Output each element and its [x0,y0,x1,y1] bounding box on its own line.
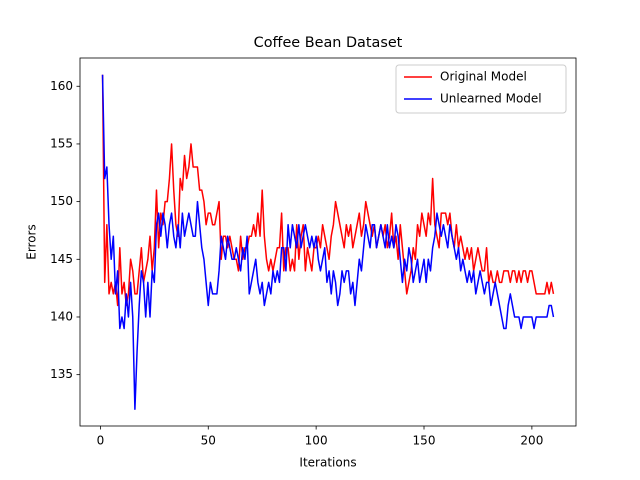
legend-box [395,64,567,114]
x-tick-label: 150 [413,434,436,448]
chart-title: Coffee Bean Dataset [254,35,403,51]
x-tick-label: 200 [520,434,543,448]
legend-label: Original Model [440,70,527,84]
y-tick-label: 155 [50,136,73,150]
y-tick-label: 140 [50,309,73,323]
data-line [101,74,555,411]
y-axis-label: Errors [25,224,39,260]
y-tick-label: 135 [50,367,73,381]
axes-frame [79,57,577,427]
x-tick-label: 0 [97,434,105,448]
x-tick-label: 50 [201,434,216,448]
y-tick-label: 160 [50,79,73,93]
y-tick-label: 150 [50,194,73,208]
x-tick-label: 100 [305,434,328,448]
x-axis-label: Iterations [299,456,356,470]
legend-label: Unlearned Model [440,92,542,106]
y-tick-label: 145 [50,252,73,266]
